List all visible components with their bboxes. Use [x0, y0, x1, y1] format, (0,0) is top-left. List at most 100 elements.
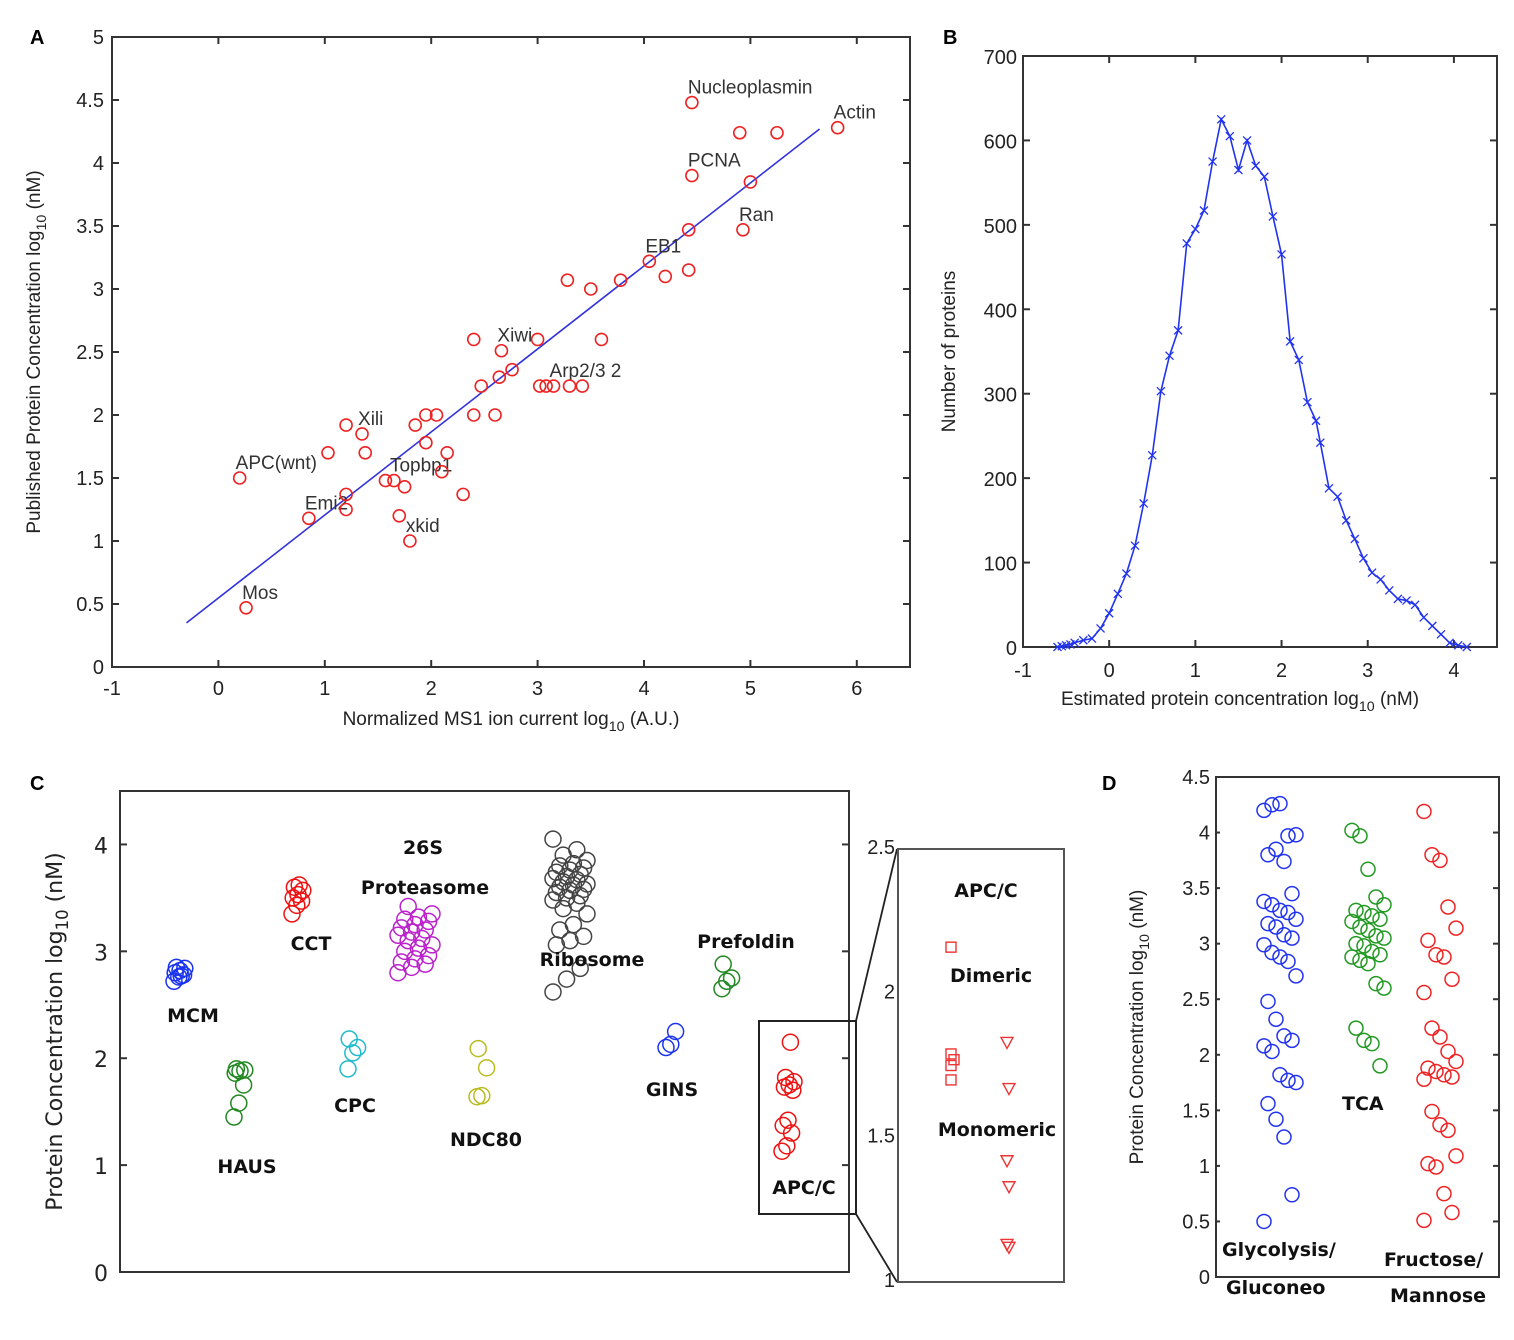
data-point [1264, 944, 1280, 961]
data-point [557, 970, 576, 988]
data-point [1352, 919, 1368, 935]
x-marker [1445, 638, 1455, 648]
data-point [779, 1111, 797, 1129]
data-point [1284, 930, 1300, 946]
data-point [1268, 1111, 1284, 1127]
x-marker [1358, 553, 1368, 563]
fit-line [185, 128, 821, 624]
x-marker [1251, 161, 1261, 171]
data-point [1344, 822, 1360, 839]
data-point [1256, 802, 1272, 819]
x-marker [1462, 642, 1472, 652]
y-tick-label: 4 [93, 153, 104, 175]
y-axis-title: Protein Concentration log10 (nM) [1127, 890, 1153, 1165]
data-point [389, 926, 407, 945]
data-point [1368, 889, 1384, 905]
data-point [1368, 975, 1384, 992]
data-point [1444, 971, 1460, 987]
y-axis-title: Protein Concentration log10 (nM) [43, 852, 72, 1210]
data-point [544, 830, 562, 848]
data-point [1424, 1103, 1440, 1120]
data-point [575, 379, 590, 393]
y-tick-label: 3 [93, 279, 104, 301]
data-point [230, 1094, 248, 1112]
data-point [392, 919, 411, 937]
data-point [1280, 1072, 1296, 1089]
data-point [1376, 980, 1392, 996]
data-point [358, 445, 373, 460]
data-point [1416, 1212, 1432, 1229]
group-label: 26S [403, 837, 443, 859]
data-point [1268, 841, 1284, 857]
y-tick-label: 0.5 [1182, 1211, 1210, 1233]
data-point [1368, 928, 1384, 944]
x-marker [1376, 574, 1386, 584]
data-point [416, 955, 434, 973]
dimeric-marker [945, 1048, 957, 1060]
data-point [492, 370, 507, 385]
data-point [722, 969, 741, 987]
group-label: GINS [646, 1079, 698, 1101]
data-point [339, 418, 353, 432]
point-label: Ran [739, 205, 774, 226]
data-point [1432, 1029, 1448, 1045]
data-point [1344, 913, 1360, 930]
group-label: Prefoldin [697, 931, 795, 953]
inset-y-tick-label: 1.5 [867, 1126, 895, 1148]
data-point [578, 851, 596, 870]
y-tick-label: 4.5 [76, 90, 104, 112]
x-tick-label: 1 [1190, 660, 1201, 682]
data-point [387, 473, 401, 488]
plot-frame [1215, 776, 1500, 1278]
data-point [613, 273, 628, 287]
x-marker [1277, 249, 1287, 259]
panel-label-d: D [1102, 773, 1116, 795]
x-marker [1384, 585, 1394, 595]
data-point [685, 168, 699, 183]
inset-frame [897, 848, 1065, 1283]
data-point [1288, 911, 1304, 927]
x-axis-title: Estimated protein concentration log10 (n… [1061, 689, 1419, 715]
x-marker [1190, 224, 1200, 234]
x-marker [1259, 172, 1269, 182]
data-point [473, 1086, 491, 1105]
panel-label-c: C [30, 773, 44, 795]
data-point [1424, 1020, 1440, 1036]
y-axis-title: Published Protein Concentration log10 (n… [24, 170, 50, 533]
data-point [396, 942, 414, 961]
data-point [435, 464, 449, 479]
y-tick-label: 1.5 [1182, 1100, 1210, 1122]
y-tick-label: 4 [94, 834, 108, 859]
monomeric-marker [999, 1036, 1015, 1050]
point-label: Xiwi [497, 326, 532, 347]
y-tick-label: 4.5 [1182, 767, 1210, 789]
data-point [1360, 922, 1376, 939]
x-marker [1182, 238, 1192, 248]
data-point [743, 175, 758, 189]
x-marker [1436, 629, 1446, 639]
data-point [302, 511, 316, 526]
y-tick-label: 3.5 [1182, 878, 1210, 900]
group-label: Ribosome [540, 949, 645, 971]
data-point [1284, 1032, 1300, 1049]
y-tick-label: 1.5 [76, 468, 104, 490]
x-marker [1096, 623, 1106, 633]
y-tick-label: 400 [984, 300, 1017, 322]
y-tick-label: 500 [984, 216, 1017, 238]
data-point [574, 927, 593, 946]
data-point [1364, 1035, 1380, 1052]
data-point [469, 1039, 487, 1058]
x-marker [1139, 499, 1149, 508]
data-point [339, 502, 353, 517]
data-point [594, 332, 609, 347]
x-marker [1078, 635, 1088, 645]
x-marker [1216, 114, 1226, 124]
x-marker [1147, 450, 1157, 460]
x-marker [1402, 596, 1411, 606]
data-point [1448, 920, 1464, 936]
data-point [785, 1072, 803, 1091]
x-marker [1341, 515, 1351, 525]
inset-y-tick-label: 1 [884, 1270, 895, 1292]
data-point [505, 362, 519, 377]
